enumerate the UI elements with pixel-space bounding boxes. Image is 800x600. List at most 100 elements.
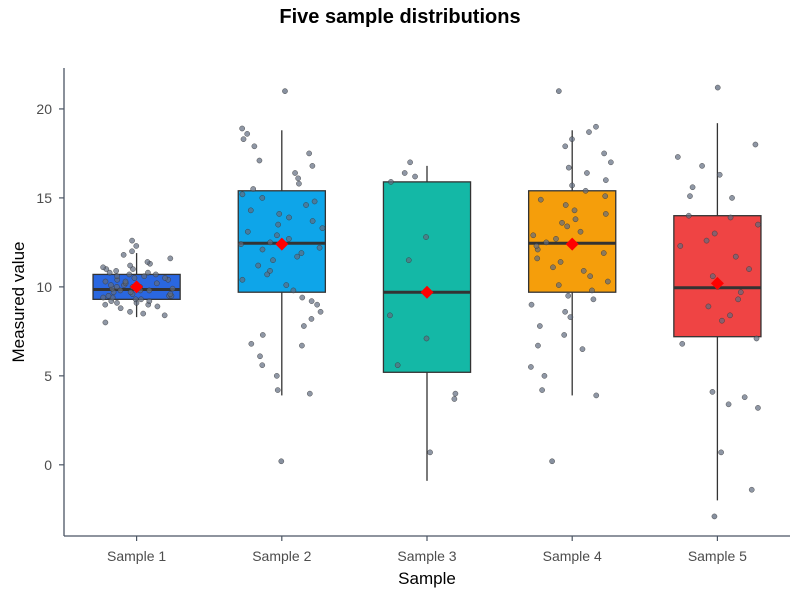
jitter-point: [534, 255, 541, 262]
jitter-point: [452, 390, 459, 397]
jitter-point: [131, 275, 138, 281]
jitter-point: [737, 289, 744, 296]
jitter-point: [292, 170, 298, 176]
jitter-point: [308, 316, 315, 322]
jitter-point: [537, 196, 544, 203]
jitter-point: [394, 362, 401, 368]
jitter-point: [146, 298, 153, 304]
jitter-point: [412, 173, 418, 180]
jitter-point: [259, 246, 266, 253]
jitter-point: [586, 129, 592, 135]
jitter-point: [238, 241, 244, 247]
jitter-point: [582, 187, 589, 194]
jitter-point: [388, 179, 394, 185]
box-2: [237, 130, 327, 396]
jitter-point: [122, 278, 129, 285]
jitter-point: [299, 342, 305, 349]
jitter-point: [537, 323, 543, 329]
jitter-point: [746, 266, 752, 272]
jitter-point: [138, 296, 144, 303]
jitter-point: [154, 280, 160, 287]
jitter-point: [675, 154, 681, 160]
box-3: [382, 165, 472, 481]
jitter-point: [309, 218, 316, 224]
jitter-point: [259, 332, 266, 338]
jitter-point: [577, 228, 584, 235]
jitter-point: [407, 159, 413, 166]
outlier-point: [282, 88, 288, 94]
jitter-point: [259, 195, 266, 201]
jitter-point: [451, 396, 458, 402]
outlier-point: [549, 458, 555, 465]
jitter-point: [579, 346, 586, 352]
jitter-point: [245, 228, 251, 235]
jitter-point: [294, 253, 300, 260]
box-body: [673, 215, 762, 338]
jitter-point: [539, 387, 545, 393]
jitter-point: [601, 150, 607, 157]
jitter-point: [727, 312, 733, 319]
jitter-point: [250, 186, 257, 192]
y-axis-title: Measured value: [9, 242, 28, 363]
jitter-point: [256, 157, 263, 164]
jitter-point: [550, 264, 556, 271]
jitter-point: [580, 268, 587, 274]
jitter-point: [687, 193, 693, 199]
jitter-point: [114, 300, 120, 306]
y-tick-label: 15: [36, 190, 52, 206]
jitter-point: [427, 449, 433, 456]
jitter-point: [593, 123, 599, 130]
jitter-point: [316, 244, 323, 251]
jitter-point: [677, 243, 684, 249]
y-tick-label: 0: [44, 457, 52, 473]
jitter-point: [270, 257, 276, 263]
y-tick-label: 20: [36, 101, 52, 117]
jitter-point: [311, 198, 318, 205]
jitter-point: [307, 390, 313, 397]
jitter-point: [295, 175, 301, 182]
jitter-point: [727, 214, 734, 221]
jitter-point: [308, 298, 315, 304]
jitter-point: [102, 301, 109, 308]
jitter-point: [314, 301, 320, 308]
jitter-point: [423, 335, 430, 342]
jitter-point: [167, 255, 174, 262]
jitter-point: [274, 232, 280, 239]
jitter-point: [239, 125, 245, 132]
jitter-point: [709, 273, 716, 279]
jitter-point: [162, 275, 168, 281]
mean-marker: [130, 280, 144, 294]
jitter-point: [593, 392, 600, 399]
jitter-point: [154, 303, 161, 310]
jitter-point: [127, 289, 134, 296]
jitter-point: [247, 207, 254, 214]
jitter-point: [301, 323, 307, 329]
x-tick-label: Sample 4: [543, 548, 602, 564]
jitter-point: [535, 342, 541, 349]
jitter-point: [319, 225, 326, 231]
jitter-point: [562, 202, 569, 208]
jitter-point: [133, 243, 140, 249]
jitter-point: [117, 305, 124, 312]
jitter-point: [423, 234, 429, 240]
jitter-point: [169, 285, 176, 292]
jitter-point: [755, 221, 761, 228]
jitter-point: [146, 287, 153, 294]
jitter-point: [689, 184, 696, 191]
jitter-point: [562, 308, 568, 315]
jitter-point: [105, 292, 112, 299]
jitter-point: [141, 273, 148, 279]
jitter-point: [267, 239, 273, 246]
jitter-point: [303, 202, 309, 208]
jitter-point: [129, 237, 135, 244]
jitter-point: [100, 264, 106, 271]
outlier-point: [278, 458, 285, 465]
jitter-point: [102, 278, 109, 285]
outlier-point: [556, 88, 562, 94]
jitter-point: [755, 405, 761, 411]
jitter-point: [275, 221, 281, 228]
jitter-point: [167, 291, 174, 297]
mean-marker: [275, 237, 289, 251]
jitter-point: [405, 257, 412, 263]
jitter-point: [699, 163, 705, 169]
